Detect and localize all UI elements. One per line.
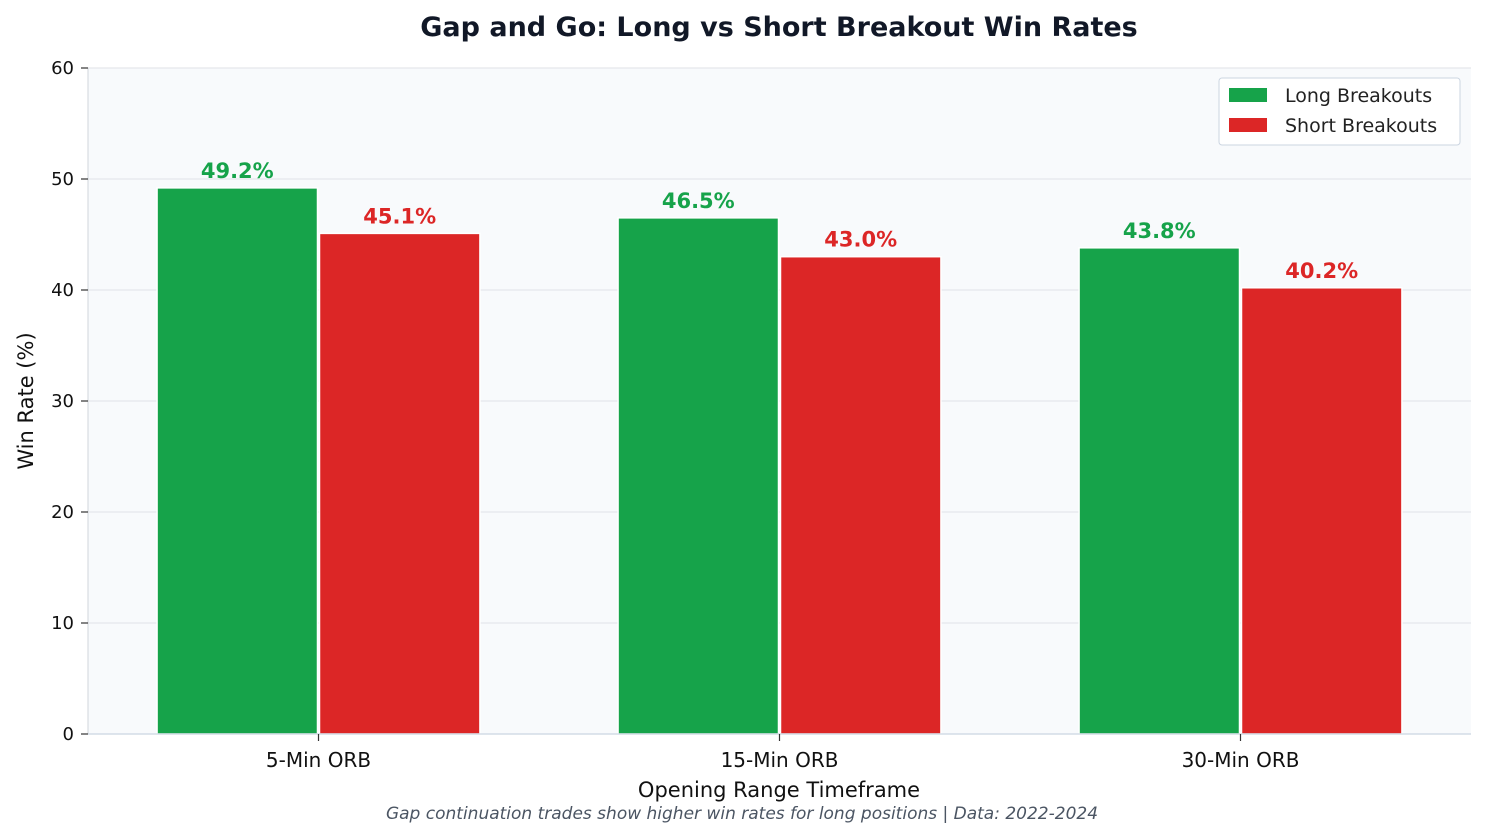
data-label-long: 46.5% — [662, 189, 735, 213]
y-tick-label: 0 — [63, 724, 74, 745]
y-axis-title: Win Rate (%) — [14, 332, 38, 469]
bar-short — [318, 232, 481, 735]
legend-swatch-short — [1229, 118, 1267, 132]
y-tick-label: 20 — [51, 502, 74, 523]
chart-title: Gap and Go: Long vs Short Breakout Win R… — [420, 12, 1138, 43]
data-label-short: 45.1% — [363, 204, 436, 228]
bar-long — [156, 187, 319, 735]
bars — [156, 187, 1403, 735]
legend-box — [1218, 77, 1461, 146]
bar-short — [1240, 287, 1403, 735]
x-ticks: 5-Min ORB 15-Min ORB 30-Min ORB — [266, 734, 1300, 772]
legend-label-long: Long Breakouts — [1285, 85, 1432, 107]
legend: Long Breakouts Short Breakouts — [1218, 77, 1461, 146]
x-axis-title: Opening Range Timeframe — [638, 778, 920, 802]
data-label-long: 49.2% — [201, 159, 274, 183]
data-label-long: 43.8% — [1123, 219, 1196, 243]
x-tick-label: 5-Min ORB — [266, 748, 371, 772]
y-tick-label: 10 — [51, 613, 74, 634]
y-tick-label: 50 — [51, 169, 74, 190]
x-tick-label: 30-Min ORB — [1182, 748, 1300, 772]
data-label-short: 40.2% — [1285, 259, 1358, 283]
bar-short — [779, 255, 942, 735]
legend-label-short: Short Breakouts — [1285, 115, 1437, 137]
x-tick-label: 15-Min ORB — [721, 748, 839, 772]
data-labels: 49.2% 45.1% 46.5% 43.0% 43.8% 40.2% — [201, 159, 1358, 283]
bar-long — [1078, 247, 1241, 735]
footnote: Gap continuation trades show higher win … — [386, 804, 1098, 824]
legend-swatch-long — [1229, 88, 1267, 102]
y-tick-label: 30 — [51, 391, 74, 412]
bar-long — [617, 217, 780, 735]
data-label-short: 43.0% — [824, 228, 897, 252]
y-tick-label: 40 — [51, 280, 74, 301]
y-ticks: 0 10 20 30 40 50 60 — [51, 58, 88, 745]
grid-lines — [88, 67, 1471, 624]
y-tick-label: 60 — [51, 58, 74, 79]
